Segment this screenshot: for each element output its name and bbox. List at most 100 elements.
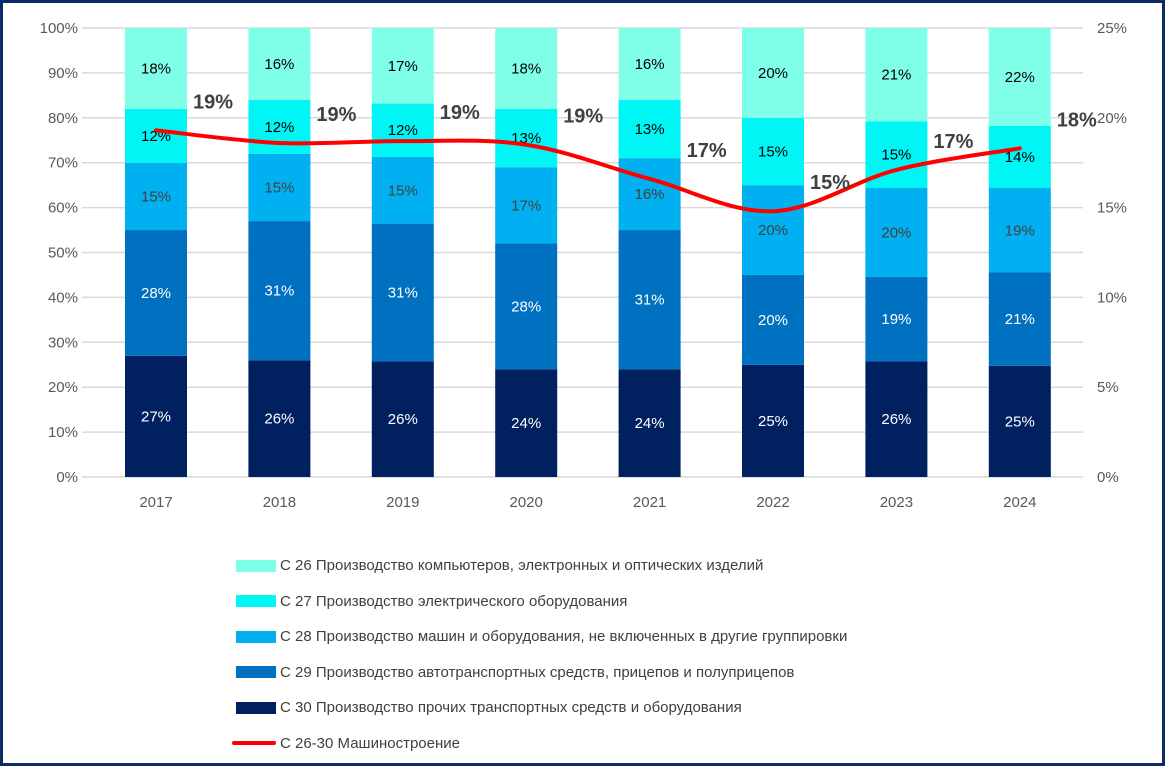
legend-label: С 28 Производство машин и оборудования, … — [280, 628, 848, 646]
legend-item-c28: С 28 Производство машин и оборудования, … — [236, 619, 847, 655]
bar-segment — [742, 117, 804, 186]
bar-segment — [248, 153, 311, 222]
bar-segment — [371, 156, 434, 224]
line-data-label: 19% — [563, 106, 603, 128]
y-left-tick-label: 70% — [48, 155, 78, 172]
legend-swatch — [236, 559, 276, 572]
line-data-label: 18% — [1057, 109, 1097, 131]
bar-segment — [618, 230, 681, 370]
bar-data-label: 24% — [511, 415, 541, 432]
bar-segment — [248, 360, 311, 477]
bar-segment — [125, 108, 187, 163]
bar-segment — [495, 243, 558, 370]
legend-item-c29: С 29 Производство автотранспортных средс… — [236, 655, 847, 691]
bar-data-label: 25% — [1005, 413, 1035, 430]
bar-stack-2024: 25% 21% 19% 14% 22% — [988, 28, 1051, 477]
legend-swatch — [236, 701, 276, 714]
chart-plot: 0% 10% 20% 30% 40% 50% 60% 70% 80% 90% 100% 0% 5% 10… — [40, 20, 1127, 511]
bar-segment — [865, 188, 928, 277]
bar-data-label: 20% — [758, 312, 788, 329]
line-data-label: 17% — [933, 131, 973, 153]
bar-data-label: 18% — [511, 60, 541, 77]
legend-label: С 26-30 Машиностроение — [280, 734, 460, 752]
bar-segment — [618, 369, 681, 477]
y-left-tick-label: 90% — [48, 65, 78, 82]
bar-stack-2023: 26% 19% 20% 15% 21% — [865, 28, 928, 477]
line-data-label: 19% — [440, 102, 480, 124]
x-axis: 2017 2018 2019 2020 2021 2022 2023 2024 — [139, 494, 1036, 511]
y-right-tick-label: 15% — [1097, 200, 1127, 217]
bar-segment — [371, 361, 434, 477]
bar-data-label: 14% — [1005, 149, 1035, 166]
y-left-tick-label: 10% — [48, 424, 78, 441]
x-tick-label: 2019 — [386, 494, 419, 511]
line-data-label: 15% — [810, 172, 850, 194]
bar-data-label: 31% — [635, 292, 665, 309]
bar-segment — [988, 188, 1051, 273]
legend-label: С 30 Производство прочих транспортных ср… — [280, 699, 742, 717]
bar-segment — [248, 28, 311, 100]
bar-stack-2019: 26% 31% 15% 12% 17% — [371, 28, 434, 477]
bar-segment — [495, 108, 558, 168]
bar-segment — [742, 28, 804, 118]
bar-data-label: 18% — [141, 60, 171, 77]
bar-data-label: 20% — [758, 65, 788, 82]
bar-stack-2018: 26% 31% 15% 12% 16% — [248, 28, 311, 477]
bar-stack-2021: 24% 31% 16% 13% 16% — [618, 28, 681, 477]
bar-segment — [125, 230, 187, 356]
y-left-tick-label: 40% — [48, 289, 78, 306]
bar-segment — [865, 28, 928, 122]
x-tick-label: 2018 — [263, 494, 296, 511]
bar-data-label: 19% — [881, 311, 911, 328]
legend-swatch — [236, 666, 276, 679]
y-left-tick-label: 80% — [48, 110, 78, 127]
bar-segment — [618, 99, 681, 159]
bar-data-label: 24% — [635, 415, 665, 432]
x-tick-label: 2023 — [880, 494, 913, 511]
y-axis-right: 0% 5% 10% 15% 20% 25% — [1097, 20, 1127, 486]
bar-segment — [248, 221, 311, 361]
legend-line-swatch — [232, 741, 276, 746]
bar-data-label: 26% — [388, 411, 418, 428]
bar-data-label: 27% — [141, 408, 171, 425]
bar-data-label: 26% — [264, 411, 294, 428]
bar-data-label: 15% — [264, 179, 294, 196]
bar-data-label: 15% — [388, 182, 418, 199]
bar-stack-2022: 25% 20% 20% 15% 20% — [742, 28, 804, 477]
bar-segment — [742, 185, 804, 275]
bar-segment — [618, 158, 681, 231]
y-left-tick-label: 20% — [48, 379, 78, 396]
y-right-tick-label: 10% — [1097, 289, 1127, 306]
bar-segment — [495, 167, 558, 244]
bar-data-label: 31% — [264, 283, 294, 300]
bar-data-label: 26% — [881, 411, 911, 428]
legend-item-c26: С 26 Производство компьютеров, электронн… — [236, 548, 847, 584]
x-tick-label: 2017 — [139, 494, 172, 511]
bar-data-label: 22% — [1005, 69, 1035, 86]
y-left-tick-label: 30% — [48, 334, 78, 351]
bar-data-label: 15% — [141, 188, 171, 205]
y-right-tick-label: 5% — [1097, 379, 1119, 396]
y-right-tick-label: 20% — [1097, 110, 1127, 127]
bar-segment — [371, 223, 434, 362]
bar-segment — [125, 28, 187, 109]
bar-stacks: 27% 28% 15% 12% 18% 26% 31% 15% 12% 16% 26% 31% 15% 1… — [125, 28, 1051, 477]
bar-data-label: 16% — [635, 56, 665, 73]
bar-data-label: 17% — [388, 58, 418, 75]
bar-segment — [495, 369, 558, 477]
legend-swatch — [236, 630, 276, 643]
line-data-label: 19% — [316, 104, 356, 126]
bar-data-label: 21% — [1005, 311, 1035, 328]
x-tick-label: 2024 — [1003, 494, 1036, 511]
x-tick-label: 2020 — [510, 494, 543, 511]
bar-data-label: 20% — [758, 222, 788, 239]
legend-item-c27: С 27 Производство электрического оборудо… — [236, 584, 847, 620]
bar-data-label: 16% — [635, 186, 665, 203]
bar-segment — [742, 364, 804, 477]
y-right-tick-label: 25% — [1097, 20, 1127, 37]
line-data-label: 19% — [193, 91, 233, 113]
bar-segment — [988, 365, 1051, 477]
x-tick-label: 2022 — [756, 494, 789, 511]
legend-label: С 26 Производство компьютеров, электронн… — [280, 557, 764, 575]
